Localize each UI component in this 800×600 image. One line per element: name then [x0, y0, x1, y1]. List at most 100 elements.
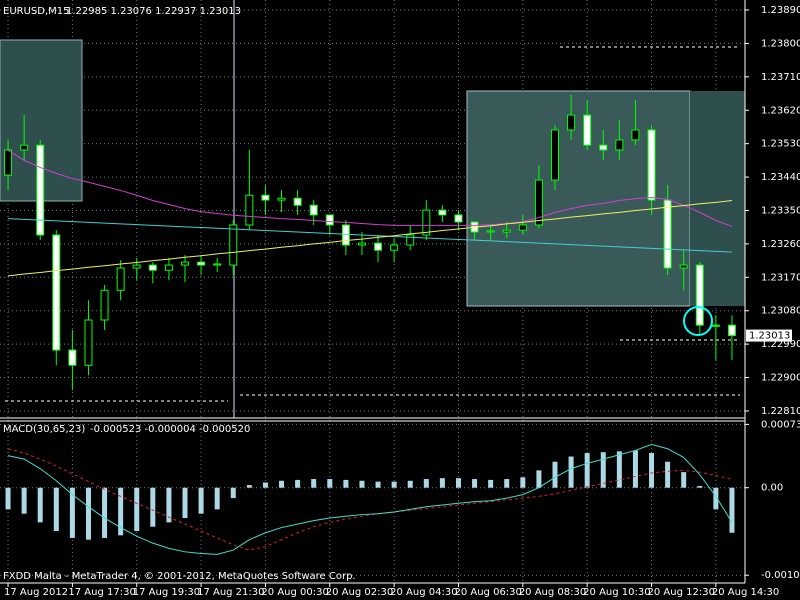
- y-tick-label: 0.000731: [761, 419, 800, 430]
- candle-body: [309, 204, 318, 216]
- candle-body: [197, 261, 206, 266]
- y-tick-label: 1.23350: [761, 205, 800, 216]
- candle-body: [341, 224, 350, 246]
- x-tick-label: 20 Aug 08:30: [519, 587, 586, 598]
- candle-body: [20, 144, 29, 151]
- histogram-bar: [520, 477, 526, 488]
- candle-body: [148, 264, 157, 271]
- histogram-bar: [311, 479, 317, 488]
- candle-body: [583, 114, 592, 146]
- histogram-bar: [616, 451, 622, 488]
- histogram-bar: [85, 487, 91, 540]
- x-tick-label: 20 Aug 12:30: [648, 587, 715, 598]
- histogram-bar: [37, 487, 43, 523]
- x-tick-label: 20 Aug 02:30: [326, 587, 393, 598]
- candle-body: [647, 129, 656, 201]
- x-tick-label: 17 Aug 2012: [4, 587, 68, 598]
- histogram-bar: [488, 479, 494, 488]
- histogram-bar: [53, 487, 59, 532]
- candle-body: [4, 149, 13, 176]
- price-label-bg: [746, 329, 792, 342]
- chart-title: EURUSD,M15: [3, 6, 69, 17]
- candle-body: [52, 234, 61, 351]
- candle-body: [438, 209, 447, 216]
- histogram-bar: [713, 487, 719, 510]
- histogram-bar: [279, 480, 285, 488]
- indicator-line: [7, 443, 733, 555]
- footer: FXDD Malta - MetaTrader 4, © 2001-2012, …: [3, 571, 356, 582]
- histogram-bar: [246, 485, 252, 488]
- histogram-bar: [600, 452, 606, 488]
- moving-average-line: [8, 218, 732, 253]
- moving-average-line: [7, 199, 733, 277]
- histogram-bar: [729, 487, 735, 533]
- y-tick-label: 1.23440: [761, 172, 800, 183]
- histogram-bar: [21, 487, 27, 514]
- x-tick-label: 20 Aug 14:30: [712, 587, 779, 598]
- indicator-values: -0.000523 -0.000004 -0.000520: [90, 424, 250, 435]
- histogram-bar: [166, 487, 172, 523]
- x-tick-label: 20 Aug 04:30: [390, 587, 457, 598]
- marks: [4, 95, 736, 555]
- histogram-bar: [102, 487, 108, 538]
- histogram-bar: [214, 487, 220, 510]
- histogram-bar: [295, 479, 301, 488]
- histogram-bar: [455, 478, 461, 488]
- histogram-bar: [649, 453, 655, 488]
- candle-body: [245, 194, 254, 226]
- y-tick-label: 1.23620: [761, 105, 800, 116]
- y-tick-label: 1.23260: [761, 239, 800, 250]
- x-tick-label: 17 Aug 17:30: [68, 587, 135, 598]
- candle-body: [599, 144, 608, 151]
- candle-body: [679, 264, 688, 269]
- indicator-title: MACD(30,65,23): [3, 424, 85, 435]
- candle-body: [293, 197, 302, 206]
- histogram-bar: [343, 479, 349, 488]
- histogram-bar: [262, 482, 268, 488]
- histogram-bar: [391, 481, 397, 488]
- candle-body: [422, 209, 431, 236]
- candle-body: [534, 179, 543, 226]
- candle-body: [727, 324, 736, 337]
- y-tick-label: 1.22900: [761, 373, 800, 384]
- indicator-line: [7, 448, 733, 551]
- candle-body: [615, 139, 624, 151]
- histogram-bar: [375, 481, 381, 488]
- candle-body: [631, 129, 640, 141]
- candle-body: [181, 261, 189, 266]
- candle-body: [374, 242, 383, 251]
- price-label: 1.23013: [749, 331, 790, 342]
- ohlc-text: 1.22985 1.23076 1.22937 1.23013: [66, 6, 241, 17]
- histogram-bar: [568, 456, 574, 488]
- y-tick-label: 1.22810: [761, 406, 800, 417]
- candle-body: [277, 197, 286, 201]
- candle-body: [116, 267, 125, 291]
- histogram-bar: [504, 479, 510, 488]
- histogram-bar: [423, 479, 429, 488]
- candle-body: [502, 229, 511, 233]
- histogram-bar: [150, 487, 156, 527]
- histogram-bar: [327, 479, 333, 488]
- y-tick-label: 1.22990: [761, 339, 800, 350]
- candle-body: [390, 244, 399, 251]
- circle-drawing: [683, 306, 713, 336]
- candle-body: [213, 263, 222, 266]
- candle-body: [68, 349, 77, 366]
- histogram-bar: [552, 461, 558, 488]
- x-tick-label: 20 Aug 10:30: [583, 587, 650, 598]
- x-tick-label: 17 Aug 19:30: [133, 587, 200, 598]
- candle-body: [663, 199, 672, 269]
- y-tick-label: -0.00101: [761, 570, 800, 581]
- x-tick-label: 17 Aug 21:30: [197, 587, 264, 598]
- histogram-bar: [472, 479, 478, 488]
- candle-body: [229, 224, 238, 266]
- y-tick-label: 1.23530: [761, 139, 800, 150]
- candle-body: [486, 230, 495, 233]
- candle-body: [36, 144, 45, 236]
- histogram-bar: [69, 487, 75, 538]
- histogram-bar: [665, 461, 671, 488]
- y-tick-label: 1.23710: [761, 72, 800, 83]
- x-tick-label: 20 Aug 00:30: [261, 587, 328, 598]
